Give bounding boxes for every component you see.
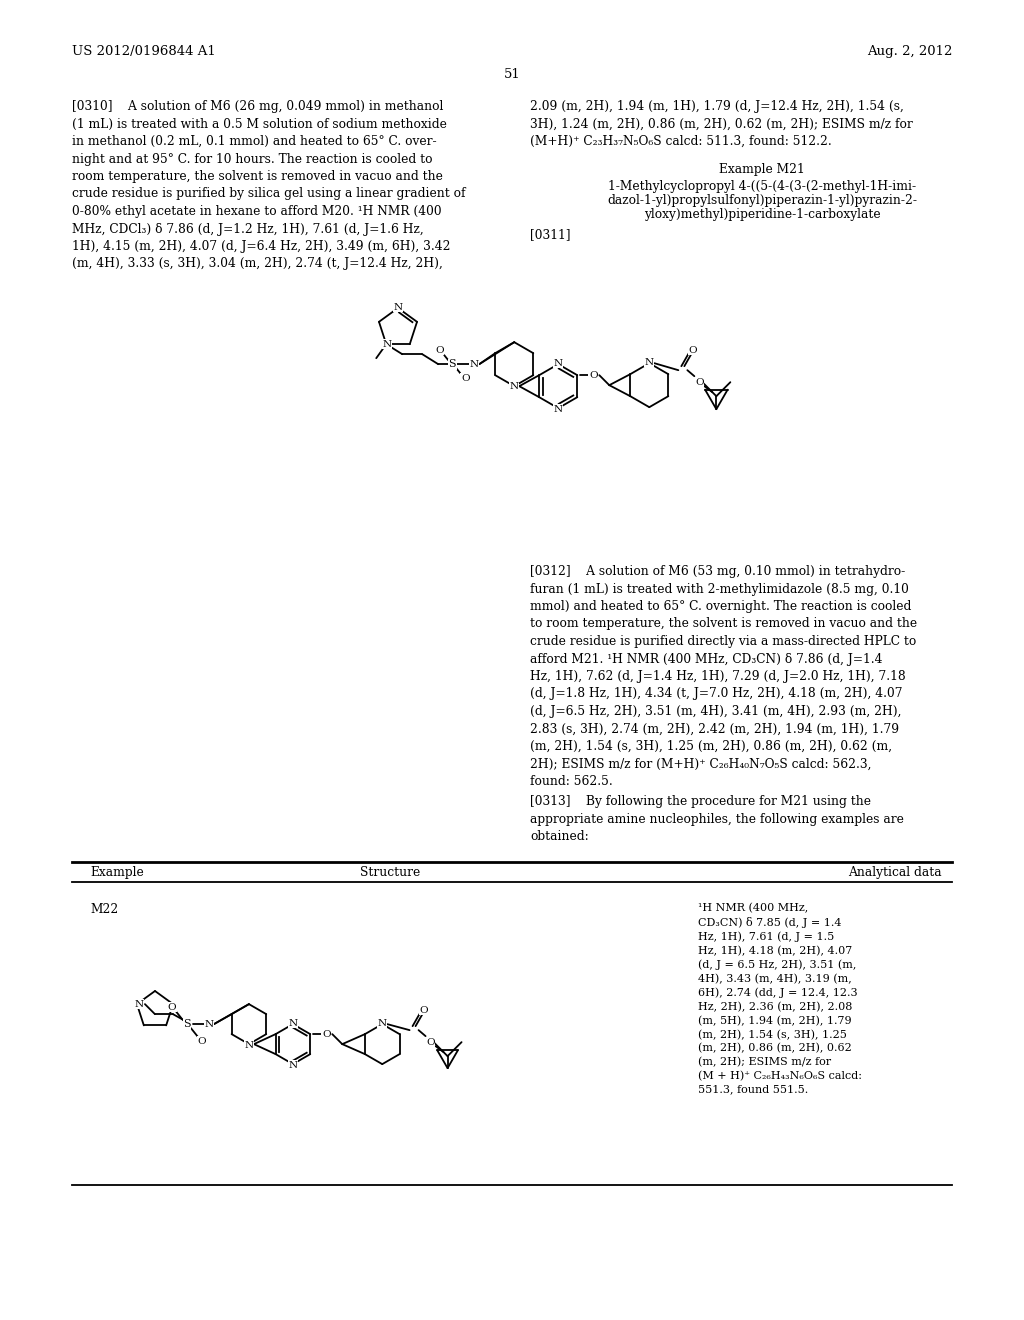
Text: Aug. 2, 2012: Aug. 2, 2012 [866, 45, 952, 58]
Text: N: N [205, 1019, 213, 1028]
Text: N: N [245, 1040, 254, 1049]
Text: O: O [322, 1030, 331, 1039]
Text: N: N [510, 381, 519, 391]
Text: N: N [378, 1019, 387, 1028]
Text: Analytical data: Analytical data [848, 866, 942, 879]
Text: O: O [426, 1038, 435, 1047]
Text: O: O [435, 346, 443, 355]
Text: N: N [470, 359, 479, 368]
Text: O: O [589, 371, 598, 380]
Text: 2.09 (m, 2H), 1.94 (m, 1H), 1.79 (d, J=12.4 Hz, 2H), 1.54 (s,
3H), 1.24 (m, 2H),: 2.09 (m, 2H), 1.94 (m, 1H), 1.79 (d, J=1… [530, 100, 912, 148]
Text: O: O [198, 1036, 206, 1045]
Text: O: O [461, 374, 470, 383]
Text: O: O [688, 346, 696, 355]
Text: yloxy)methyl)piperidine-1-carboxylate: yloxy)methyl)piperidine-1-carboxylate [644, 209, 881, 220]
Text: 1-Methylcyclopropyl 4-((5-(4-(3-(2-methyl-1H-imi-: 1-Methylcyclopropyl 4-((5-(4-(3-(2-methy… [608, 180, 916, 193]
Text: N: N [134, 999, 143, 1008]
Text: O: O [419, 1006, 428, 1015]
Text: dazol-1-yl)propylsulfonyl)piperazin-1-yl)pyrazin-2-: dazol-1-yl)propylsulfonyl)piperazin-1-yl… [607, 194, 918, 207]
Text: N: N [383, 339, 392, 348]
Text: N: N [645, 358, 654, 367]
Text: N: N [554, 359, 563, 368]
Text: O: O [695, 378, 703, 387]
Text: Example M21: Example M21 [719, 162, 805, 176]
Text: 51: 51 [504, 69, 520, 81]
Text: [0310]    A solution of M6 (26 mg, 0.049 mmol) in methanol
(1 mL) is treated wit: [0310] A solution of M6 (26 mg, 0.049 mm… [72, 100, 466, 271]
Text: S: S [183, 1019, 190, 1030]
Text: [0312]    A solution of M6 (53 mg, 0.10 mmol) in tetrahydro-
furan (1 mL) is tre: [0312] A solution of M6 (53 mg, 0.10 mmo… [530, 565, 918, 788]
Text: S: S [449, 359, 456, 370]
Text: N: N [289, 1061, 298, 1069]
Text: US 2012/0196844 A1: US 2012/0196844 A1 [72, 45, 216, 58]
Text: N: N [289, 1019, 298, 1028]
Text: [0311]: [0311] [530, 228, 570, 242]
Text: [0313]    By following the procedure for M21 using the
appropriate amine nucleop: [0313] By following the procedure for M2… [530, 795, 904, 843]
Text: Structure: Structure [359, 866, 420, 879]
Text: M22: M22 [90, 903, 118, 916]
Text: ¹H NMR (400 MHz,
CD₃CN) δ 7.85 (d, J = 1.4
Hz, 1H), 7.61 (d, J = 1.5
Hz, 1H), 4.: ¹H NMR (400 MHz, CD₃CN) δ 7.85 (d, J = 1… [698, 903, 862, 1094]
Text: Example: Example [90, 866, 143, 879]
Text: N: N [393, 302, 402, 312]
Text: O: O [168, 1003, 176, 1011]
Text: N: N [554, 405, 563, 413]
